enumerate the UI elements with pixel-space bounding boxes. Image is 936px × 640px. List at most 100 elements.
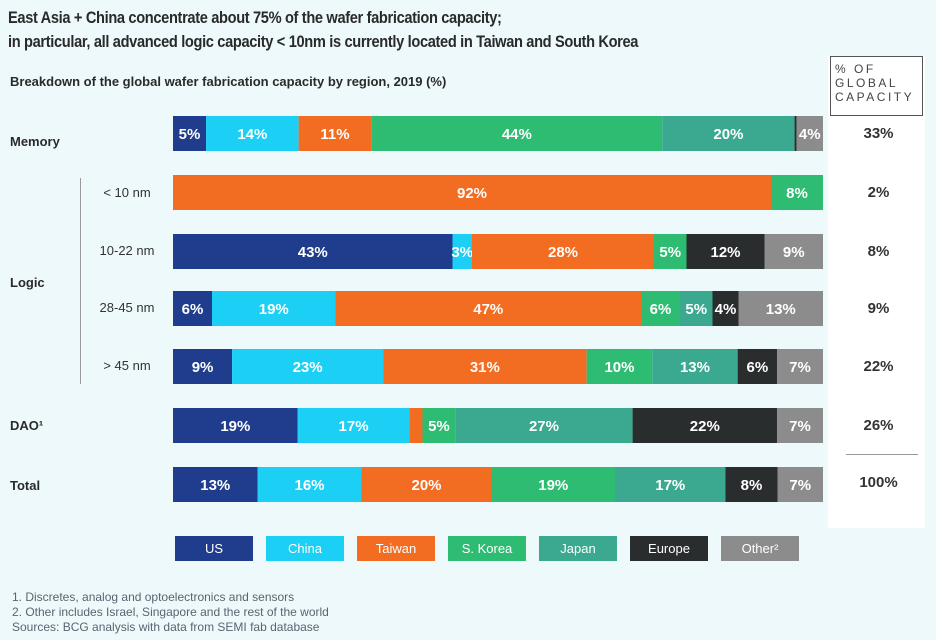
bar-label-memory-s-korea: 44% — [502, 126, 532, 143]
bar-memory-europe — [794, 116, 797, 151]
bar-label-memory-us: 5% — [179, 126, 201, 143]
bar-lt10nm-taiwan — [173, 175, 771, 210]
bar-memory-china — [206, 116, 299, 151]
bar-memory-us — [173, 116, 207, 151]
bar-label-dao-japan: 27% — [529, 418, 559, 435]
bar-label-total-other: 7% — [789, 477, 811, 494]
bar-label-lt10nm-taiwan: 92% — [457, 185, 487, 202]
row-label-lt10nm: < 10 nm — [103, 185, 151, 200]
bar-memory-other — [796, 116, 823, 151]
legend-us-label: US — [204, 541, 224, 556]
bar-gt45nm-japan — [652, 349, 738, 384]
bar-10-22nm-europe — [686, 234, 765, 269]
bar-label-gt45nm-china: 23% — [293, 359, 323, 376]
bar-10-22nm-us — [173, 234, 453, 269]
chart-title-line-2: in particular, all advanced logic capaci… — [8, 32, 639, 51]
bar-label-28-45nm-other: 13% — [766, 301, 796, 318]
chart-subtitle: Breakdown of the global wafer fabricatio… — [10, 74, 447, 89]
bar-label-memory-china: 14% — [237, 126, 267, 143]
legend-other: Other² — [721, 536, 799, 561]
chart-title: East Asia + China concentrate about 75% … — [8, 6, 696, 54]
bar-total-europe — [725, 467, 778, 502]
bar-label-dao-s-korea: 5% — [428, 418, 450, 435]
bar-label-10-22nm-europe: 12% — [710, 244, 740, 261]
bar-label-lt10nm-s-korea: 8% — [786, 185, 808, 202]
share-dao: 26% — [863, 417, 894, 434]
bar-28-45nm-japan — [680, 291, 713, 326]
bar-label-28-45nm-japan: 5% — [685, 301, 707, 318]
bar-gt45nm-europe — [737, 349, 778, 384]
bar-total-china — [257, 467, 362, 502]
bar-dao-europe — [632, 408, 778, 443]
bar-label-gt45nm-europe: 6% — [746, 359, 768, 376]
bar-28-45nm-s-korea — [641, 291, 680, 326]
footnotes: 1. Discretes, analog and optoelectronics… — [12, 590, 329, 635]
share-28-45nm: 9% — [867, 300, 890, 317]
bar-28-45nm-taiwan — [335, 291, 641, 326]
bar-10-22nm-taiwan — [472, 234, 654, 269]
bar-memory-s-korea — [371, 116, 663, 151]
bar-10-22nm-china — [452, 234, 472, 269]
bar-label-dao-us: 19% — [220, 418, 250, 435]
share-header-line-2: GLOBAL — [835, 76, 899, 90]
bar-label-28-45nm-us: 6% — [182, 301, 204, 318]
footnote-1: 1. Discretes, analog and optoelectronics… — [12, 590, 295, 604]
group-label-memory: Memory — [10, 134, 60, 149]
bar-28-45nm-china — [212, 291, 336, 326]
bar-label-total-taiwan: 20% — [411, 477, 441, 494]
bar-label-28-45nm-europe: 4% — [715, 301, 737, 318]
legend-china-label: China — [288, 541, 322, 556]
share-memory: 33% — [863, 125, 894, 142]
bar-dao-china — [297, 408, 410, 443]
bar-label-28-45nm-taiwan: 47% — [473, 301, 503, 318]
bar-label-gt45nm-s-korea: 10% — [604, 359, 634, 376]
legend-china: China — [266, 536, 344, 561]
bar-label-28-45nm-s-korea: 6% — [650, 301, 672, 318]
bar-label-dao-europe: 22% — [690, 418, 720, 435]
bar-28-45nm-other — [738, 291, 823, 326]
bar-dao-other — [777, 408, 823, 443]
row-label-gt45nm: > 45 nm — [103, 358, 151, 373]
bar-label-10-22nm-china: 3% — [451, 244, 473, 261]
bar-memory-taiwan — [298, 116, 372, 151]
row-label-28-45nm: 28-45 nm — [99, 300, 155, 315]
bar-label-total-japan: 17% — [655, 477, 685, 494]
bar-label-10-22nm-us: 43% — [298, 244, 328, 261]
bar-label-total-s-korea: 19% — [538, 477, 568, 494]
bar-label-10-22nm-taiwan: 28% — [548, 244, 578, 261]
group-label-total: Total — [10, 478, 41, 493]
share-lt10nm: 2% — [867, 184, 890, 201]
bar-label-total-europe: 8% — [741, 477, 763, 494]
row-label-10-22nm: 10-22 nm — [99, 243, 155, 258]
bar-gt45nm-s-korea — [586, 349, 653, 384]
bar-label-total-us: 13% — [200, 477, 230, 494]
bar-gt45nm-china — [232, 349, 384, 384]
legend-taiwan: Taiwan — [357, 536, 435, 561]
bar-label-gt45nm-japan: 13% — [680, 359, 710, 376]
share-header-line-1: % OF — [835, 62, 876, 76]
bar-label-gt45nm-other: 7% — [789, 359, 811, 376]
bar-total-s-korea — [491, 467, 615, 502]
bar-lt10nm-s-korea — [771, 175, 823, 210]
bar-label-total-china: 16% — [294, 477, 324, 494]
legend-japan: Japan — [539, 536, 617, 561]
bar-dao-taiwan — [409, 408, 423, 443]
share-header-line-3: CAPACITY — [835, 90, 915, 104]
bar-label-10-22nm-s-korea: 5% — [659, 244, 681, 261]
bar-label-dao-china: 17% — [339, 418, 369, 435]
footnote-2: 2. Other includes Israel, Singapore and … — [12, 605, 329, 619]
bar-label-memory-other: 4% — [799, 126, 821, 143]
share-total-divider — [846, 454, 918, 455]
legend-japan-label: Japan — [560, 541, 596, 556]
share-total: 100% — [859, 474, 898, 491]
bar-gt45nm-taiwan — [383, 349, 587, 384]
logic-bracket — [80, 178, 81, 384]
bar-label-10-22nm-other: 9% — [783, 244, 805, 261]
bar-label-memory-taiwan: 11% — [320, 126, 349, 143]
bar-total-other — [777, 467, 823, 502]
share-10-22nm: 8% — [867, 243, 890, 260]
footnote-sources: Sources: BCG analysis with data from SEM… — [12, 620, 320, 634]
bar-memory-japan — [662, 116, 795, 151]
legend-europe-label: Europe — [648, 541, 690, 556]
